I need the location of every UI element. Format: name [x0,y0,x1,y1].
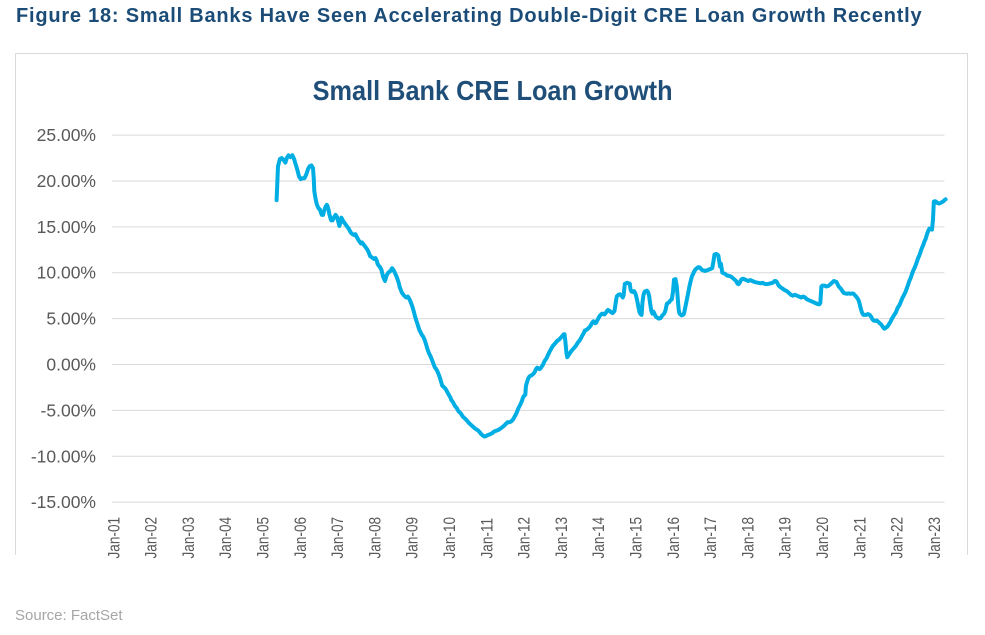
svg-text:Jan-02: Jan-02 [143,517,161,559]
svg-text:20.00%: 20.00% [37,171,96,191]
svg-text:10.00%: 10.00% [37,263,96,283]
svg-text:Jan-07: Jan-07 [329,517,347,559]
svg-text:Jan-11: Jan-11 [478,518,496,559]
svg-text:Jan-21: Jan-21 [851,517,869,559]
svg-text:-5.00%: -5.00% [41,400,96,420]
svg-text:-15.00%: -15.00% [31,492,96,512]
svg-text:Jan-23: Jan-23 [926,517,944,559]
svg-text:Jan-22: Jan-22 [889,517,907,559]
svg-text:Jan-09: Jan-09 [404,517,422,559]
svg-text:Jan-10: Jan-10 [441,517,459,559]
svg-text:Jan-05: Jan-05 [254,517,272,559]
svg-text:Jan-13: Jan-13 [553,517,571,559]
svg-text:15.00%: 15.00% [37,217,96,237]
svg-text:Jan-12: Jan-12 [516,517,534,559]
svg-text:-10.00%: -10.00% [31,446,96,466]
svg-text:Jan-15: Jan-15 [627,517,645,559]
svg-text:Jan-19: Jan-19 [777,517,795,559]
svg-text:Jan-17: Jan-17 [702,517,720,559]
svg-text:Jan-04: Jan-04 [217,517,235,559]
svg-text:5.00%: 5.00% [46,309,96,329]
svg-text:Jan-01: Jan-01 [105,517,123,559]
svg-text:Jan-06: Jan-06 [292,517,310,559]
svg-text:Jan-08: Jan-08 [366,517,384,559]
svg-text:Jan-16: Jan-16 [665,517,683,559]
svg-text:Jan-20: Jan-20 [814,517,832,559]
svg-text:Jan-03: Jan-03 [180,517,198,559]
svg-text:0.00%: 0.00% [46,355,96,375]
svg-text:25.00%: 25.00% [37,125,96,145]
svg-text:Jan-18: Jan-18 [739,517,757,559]
svg-text:Jan-14: Jan-14 [590,517,608,559]
